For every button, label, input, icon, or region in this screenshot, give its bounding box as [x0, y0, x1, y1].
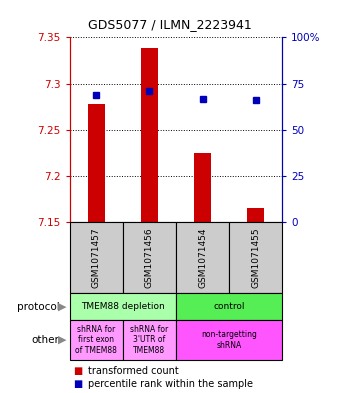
Text: GSM1071457: GSM1071457	[92, 227, 101, 288]
Bar	[70, 320, 123, 360]
Text: GSM1071456: GSM1071456	[145, 227, 154, 288]
Bar	[176, 222, 229, 293]
Bar	[247, 208, 264, 222]
Text: GSM1071455: GSM1071455	[251, 227, 260, 288]
Text: transformed count: transformed count	[88, 366, 179, 376]
Text: shRNA for
first exon
of TMEM88: shRNA for first exon of TMEM88	[75, 325, 117, 355]
Text: ▶: ▶	[58, 301, 66, 312]
Text: ■: ■	[73, 379, 82, 389]
Text: TMEM88 depletion: TMEM88 depletion	[81, 302, 165, 311]
Bar	[176, 293, 282, 320]
Bar	[176, 320, 282, 360]
Text: ▶: ▶	[58, 335, 66, 345]
Text: GSM1071454: GSM1071454	[198, 227, 207, 288]
Bar	[123, 222, 176, 293]
Bar	[123, 320, 176, 360]
Text: ■: ■	[73, 366, 82, 376]
Bar	[88, 104, 105, 222]
Bar	[70, 293, 176, 320]
Text: control: control	[213, 302, 245, 311]
Text: non-targetting
shRNA: non-targetting shRNA	[201, 330, 257, 350]
Text: percentile rank within the sample: percentile rank within the sample	[88, 379, 253, 389]
Bar	[194, 153, 211, 222]
Text: shRNA for
3'UTR of
TMEM88: shRNA for 3'UTR of TMEM88	[130, 325, 169, 355]
Bar	[229, 222, 282, 293]
Text: GDS5077 / ILMN_2223941: GDS5077 / ILMN_2223941	[88, 18, 252, 31]
Text: other: other	[32, 335, 60, 345]
Text: protocol: protocol	[17, 301, 60, 312]
Bar	[70, 222, 123, 293]
Bar	[141, 48, 158, 222]
